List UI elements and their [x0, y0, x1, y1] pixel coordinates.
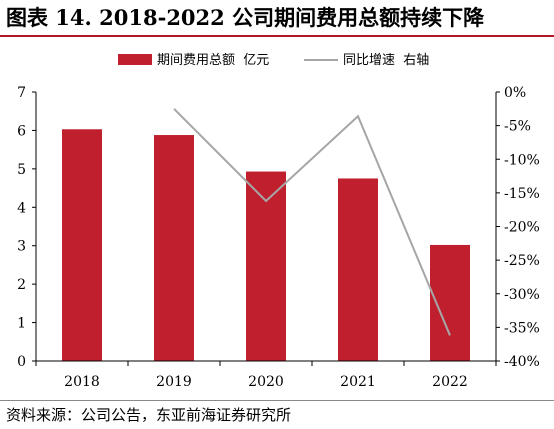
y-right-tick-label: 0%: [504, 85, 526, 101]
y-right-tick-label: -20%: [504, 220, 540, 236]
source-note: 资料来源：公司公告，东亚前海证券研究所: [6, 406, 292, 424]
growth-line: [173, 108, 451, 336]
bar-2019: [154, 135, 194, 361]
y-left-tick-label: 0: [17, 354, 26, 370]
y-left-tick-label: 5: [17, 162, 26, 178]
bar-2018: [62, 129, 102, 361]
y-right-tick-label: -35%: [504, 320, 540, 336]
y-left-tick-label: 3: [17, 239, 26, 255]
y-right-tick-label: -5%: [504, 119, 531, 135]
bar-series: [62, 129, 470, 361]
x-tick-label: 2022: [432, 374, 468, 390]
y-right-tick-label: -25%: [504, 253, 540, 269]
y-left-tick-label: 4: [17, 200, 26, 216]
y-left-tick-label: 1: [17, 316, 26, 332]
y-left-tick-label: 6: [17, 123, 26, 139]
y-right-tick-label: -15%: [504, 186, 540, 202]
y-right-tick-label: -40%: [504, 354, 540, 370]
y-left-tick-label: 2: [17, 277, 26, 293]
y-right-tick-label: -10%: [504, 152, 540, 168]
x-tick-label: 2019: [156, 374, 192, 390]
chart-axes: 0 1 2 3 4 5 6 7 0% -5% -10% -15% -20% -25% -30% -35% -40…: [17, 85, 540, 390]
line-series: [173, 108, 451, 336]
figure-title: 图表 14. 2018-2022 公司期间费用总额持续下降: [6, 5, 485, 30]
source-rule: [0, 400, 554, 401]
y-left-tick-label: 7: [17, 85, 26, 101]
title-rule: [0, 35, 554, 37]
legend-line-label: 同比增速 右轴: [343, 53, 429, 68]
bar-2021: [338, 178, 378, 361]
x-tick-label: 2020: [248, 374, 284, 390]
expense-chart: 期间费用总额 亿元 同比增速 右轴 0 1 2 3 4 5 6 7 0% -5% -10% -15% -…: [17, 53, 540, 390]
legend-bar-label: 期间费用总额 亿元: [157, 53, 269, 68]
chart-legend: 期间费用总额 亿元 同比增速 右轴: [118, 53, 429, 68]
x-tick-label: 2021: [340, 374, 376, 390]
y-right-tick-label: -30%: [504, 287, 540, 303]
x-tick-label: 2018: [64, 374, 100, 390]
legend-bar-swatch: [118, 54, 152, 65]
bar-2020: [246, 171, 286, 361]
